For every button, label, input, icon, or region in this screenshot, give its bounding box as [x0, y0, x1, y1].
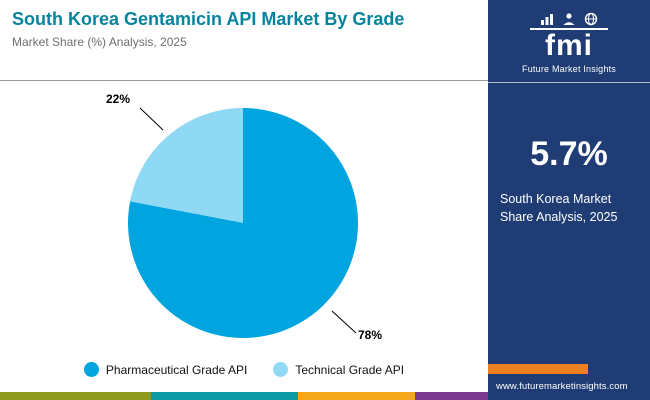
strip-segment: [297, 392, 415, 400]
panel-bottom: www.futuremarketinsights.com: [488, 364, 650, 400]
pie-chart: [128, 108, 358, 338]
legend-dot-technical: [273, 362, 289, 377]
chart-panel: South Korea Gentamicin API Market By Gra…: [0, 0, 488, 400]
header-divider: [0, 80, 488, 81]
globe-icon: [584, 12, 598, 26]
fmi-logo: fmi Future Market Insights: [488, 0, 650, 83]
panel-divider: [488, 81, 650, 83]
website-url: www.futuremarketinsights.com: [496, 381, 628, 392]
strip-segment: [151, 392, 298, 400]
chart-header: South Korea Gentamicin API Market By Gra…: [0, 0, 488, 49]
footer-color-strip: [0, 392, 488, 400]
legend: Pharmaceutical Grade API Technical Grade…: [0, 362, 488, 377]
logo-icons: [540, 10, 598, 26]
stat-value: 5.7%: [530, 134, 608, 173]
page-title: South Korea Gentamicin API Market By Gra…: [12, 9, 405, 29]
legend-label: Technical Grade API: [295, 362, 405, 377]
legend-label: Pharmaceutical Grade API: [105, 362, 248, 377]
legend-item-technical: Technical Grade API: [273, 362, 404, 377]
stat-label: South Korea Market Share Analysis, 2025: [500, 191, 618, 225]
stat-block: 5.7% South Korea Market Share Analysis, …: [488, 135, 650, 228]
brand-name: Future Market Insights: [522, 63, 616, 74]
accent-bar: [488, 364, 589, 374]
strip-segment: [0, 392, 152, 400]
brand-panel: fmi Future Market Insights 5.7% South Ko…: [488, 0, 650, 400]
pie-label-technical: 22%: [106, 92, 131, 106]
pie-label-pharmaceutical: 78%: [358, 328, 383, 342]
strip-segment: [414, 392, 488, 400]
page-subtitle: Market Share (%) Analysis, 2025: [12, 34, 187, 49]
logo-rule: [530, 28, 608, 30]
logo-wordmark: fmi: [545, 29, 593, 62]
legend-dot-pharmaceutical: [83, 362, 99, 377]
legend-item-pharmaceutical: Pharmaceutical Grade API: [83, 362, 248, 377]
person-icon: [563, 13, 575, 25]
chart-icon: [541, 14, 553, 25]
